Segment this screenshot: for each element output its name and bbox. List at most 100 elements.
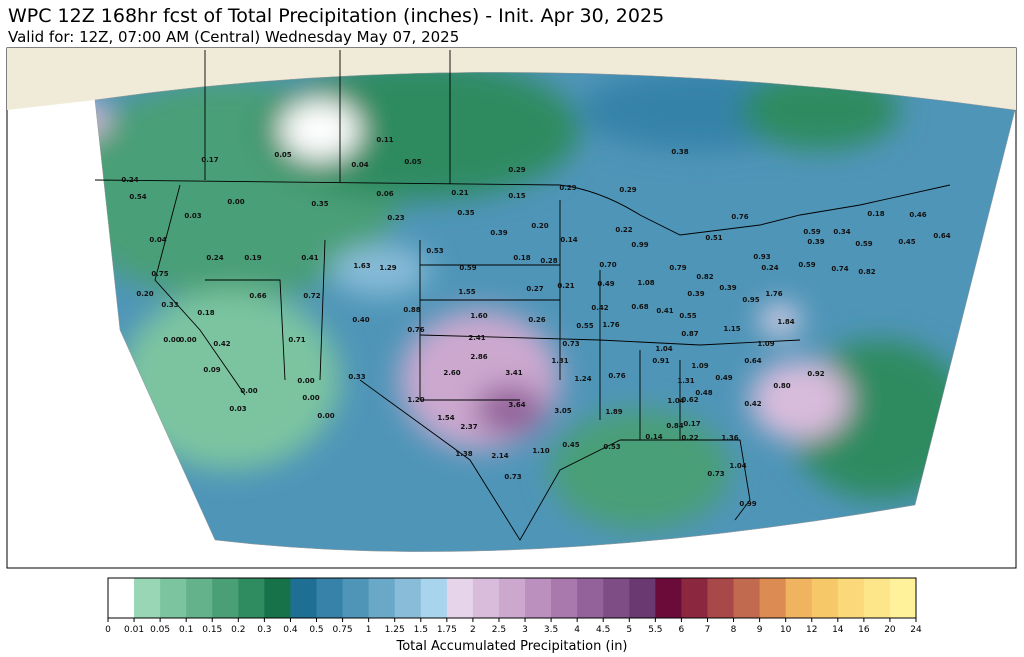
colorbar-tick-label: 3 bbox=[522, 625, 528, 635]
precip-label: 0.39 bbox=[490, 229, 507, 237]
colorbar-tick-label: 7 bbox=[705, 625, 711, 635]
precip-label: 0.19 bbox=[244, 254, 261, 262]
precip-label: 1.04 bbox=[655, 345, 672, 353]
colorbar-tick-label: 0.75 bbox=[333, 625, 353, 635]
precip-label: 0.73 bbox=[707, 470, 724, 478]
colorbar-tick-label: 24 bbox=[910, 625, 922, 635]
precip-label: 1.63 bbox=[353, 262, 370, 270]
precip-label: 0.05 bbox=[274, 151, 291, 159]
subtitle: Valid for: 12Z, 07:00 AM (Central) Wedne… bbox=[8, 28, 459, 46]
colorbar-tick-label: 5.5 bbox=[648, 625, 662, 635]
precip-label: 0.80 bbox=[773, 382, 790, 390]
colorbar-swatch bbox=[238, 578, 265, 618]
precip-label: 1.29 bbox=[379, 264, 396, 272]
precip-label: 0.04 bbox=[149, 236, 166, 244]
colorbar-tick-label: 1.75 bbox=[437, 625, 457, 635]
precip-label: 0.91 bbox=[652, 357, 669, 365]
precip-label: 0.28 bbox=[540, 257, 557, 265]
precip-label: 0.21 bbox=[557, 282, 574, 290]
precip-label: 0.18 bbox=[867, 210, 884, 218]
precip-label: 2.86 bbox=[470, 353, 487, 361]
precip-label: 1.08 bbox=[637, 279, 654, 287]
precip-label: 0.39 bbox=[807, 238, 824, 246]
precip-label: 0.76 bbox=[407, 326, 424, 334]
precip-label: 0.46 bbox=[909, 211, 926, 219]
colorbar-tick-label: 3.5 bbox=[544, 625, 558, 635]
precip-label: 0.29 bbox=[508, 166, 525, 174]
colorbar-tick-label: 0.3 bbox=[257, 625, 271, 635]
colorbar-swatch bbox=[108, 578, 135, 618]
precip-label: 1.31 bbox=[551, 357, 568, 365]
precip-label: 0.00 bbox=[240, 387, 257, 395]
colorbar-swatch bbox=[837, 578, 865, 618]
precip-label: 0.42 bbox=[591, 304, 608, 312]
precip-label: 0.82 bbox=[858, 268, 875, 276]
precip-label: 0.05 bbox=[404, 158, 421, 166]
precip-label: 0.55 bbox=[576, 322, 593, 330]
precip-label: 0.39 bbox=[687, 290, 704, 298]
colorbar-label: Total Accumulated Precipitation (in) bbox=[395, 639, 627, 654]
precip-label: 0.33 bbox=[161, 301, 178, 309]
colorbar-tick-label: 14 bbox=[832, 625, 844, 635]
colorbar-tick-label: 9 bbox=[757, 625, 763, 635]
colorbar-tick-label: 1 bbox=[366, 625, 372, 635]
precip-label: 0.73 bbox=[562, 340, 579, 348]
precip-label: 0.39 bbox=[719, 284, 736, 292]
colorbar-tick-label: 0.5 bbox=[309, 625, 323, 635]
colorbar-tick-label: 0.05 bbox=[150, 625, 170, 635]
colorbar-swatch bbox=[889, 578, 917, 618]
precip-label: 0.09 bbox=[203, 366, 220, 374]
colorbar-tick-label: 12 bbox=[806, 625, 817, 635]
colorbar-swatch bbox=[681, 578, 708, 618]
precip-label: 0.53 bbox=[603, 443, 620, 451]
precip-label: 0.62 bbox=[681, 396, 698, 404]
colorbar-swatch bbox=[811, 578, 839, 618]
colorbar-tick-label: 1.5 bbox=[414, 625, 428, 635]
colorbar-tick-label: 5 bbox=[626, 625, 632, 635]
precip-label: 0.99 bbox=[631, 241, 648, 249]
precip-label: 0.18 bbox=[197, 309, 214, 317]
precip-label: 0.72 bbox=[303, 292, 320, 300]
precip-label: 0.26 bbox=[528, 316, 545, 324]
map: 0.17 0.05 0.11 0.04 0.05 0.29 0.38 0.24 0.54 0.03… bbox=[6, 47, 1017, 569]
precip-label: 1.09 bbox=[757, 340, 774, 348]
precip-label: 0.88 bbox=[403, 306, 420, 314]
colorbar-swatch bbox=[733, 578, 761, 618]
precip-label: 0.24 bbox=[761, 264, 778, 272]
precip-label: 0.11 bbox=[376, 136, 393, 144]
precip-label: 0.74 bbox=[831, 265, 848, 273]
colorbar-swatch bbox=[186, 578, 213, 618]
precip-label: 3.64 bbox=[508, 401, 525, 409]
colorbar: 0 0.01 0.05 0.1 0.15 0.2 0.3 0.4 0.5 0.75 1 1.25 1.5… bbox=[105, 577, 922, 654]
precip-label: 0.23 bbox=[387, 214, 404, 222]
colorbar-swatch bbox=[472, 578, 500, 618]
colorbar-tick-label: 1.25 bbox=[385, 625, 405, 635]
precip-label: 1.38 bbox=[455, 450, 472, 458]
precip-label: 0.38 bbox=[671, 148, 688, 156]
precip-label: 0.00 bbox=[227, 198, 244, 206]
precip-label: 0.00 bbox=[179, 336, 196, 344]
colorbar-tick-label: 0.4 bbox=[283, 625, 298, 635]
colorbar-tick-label: 0.1 bbox=[179, 625, 193, 635]
precip-label: 0.54 bbox=[129, 193, 146, 201]
precip-label: 0.59 bbox=[798, 261, 815, 269]
colorbar-swatch bbox=[525, 578, 552, 618]
precip-label: 0.71 bbox=[288, 336, 305, 344]
colorbar-swatch bbox=[420, 578, 448, 618]
precip-label: 0.27 bbox=[526, 285, 543, 293]
precip-label: 0.40 bbox=[352, 316, 369, 324]
colorbar-swatch bbox=[160, 578, 187, 618]
precip-label: 0.22 bbox=[681, 434, 698, 442]
precip-label: 0.59 bbox=[855, 240, 872, 248]
colorbar-tick-label: 0 bbox=[105, 625, 111, 635]
colorbar-swatch bbox=[629, 578, 656, 618]
precip-label: 0.00 bbox=[317, 412, 334, 420]
colorbar-swatch bbox=[551, 578, 578, 618]
precip-label: 2.14 bbox=[491, 452, 508, 460]
colorbar-swatch bbox=[212, 578, 239, 618]
precip-label: 0.49 bbox=[715, 374, 732, 382]
precip-label: 0.20 bbox=[136, 290, 153, 298]
precip-label: 0.35 bbox=[311, 200, 328, 208]
colorbar-tick-label: 16 bbox=[858, 625, 870, 635]
